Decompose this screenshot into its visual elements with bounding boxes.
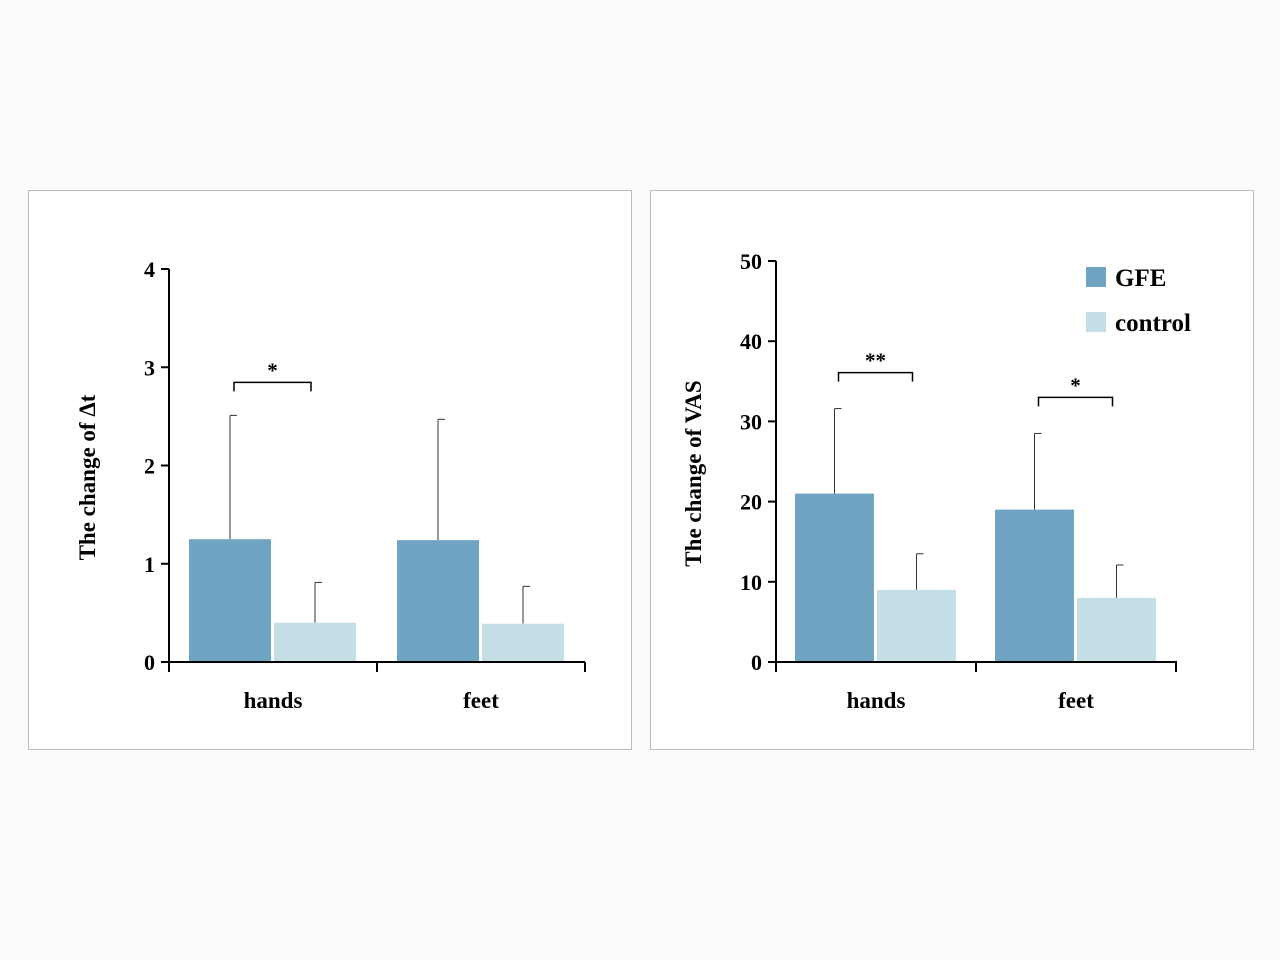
significance-label-feet: * [1070,373,1081,397]
x-category-label-hands: hands [244,688,303,713]
x-category-label-feet: feet [1058,688,1094,713]
legend-label-control: control [1115,310,1191,337]
y-tick-label-30: 30 [740,409,762,434]
legend-label-GFE: GFE [1115,265,1166,292]
bar-feet-s1 [1077,597,1156,662]
bar-feet-s0 [995,509,1074,662]
significance-bracket-hands [233,381,312,392]
legend-swatch-control [1086,312,1106,332]
y-tick-label-10: 10 [740,570,762,595]
y-tick-label-3: 3 [144,355,155,380]
significance-label-hands: * [267,358,278,382]
chart-delta-t: * 0 1 2 3 4 hands feet The change of Δt [75,257,586,713]
y-axis-label: The change of Δt [75,394,100,560]
y-tick-label-0: 0 [751,650,762,675]
x-category-label-feet: feet [463,688,499,713]
y-tick-label-0: 0 [144,650,155,675]
bar-hands-s0 [795,493,874,662]
x-category-label-hands: hands [847,688,906,713]
significance-bracket-hands [837,371,914,382]
y-tick-label-4: 4 [144,257,155,282]
bar-hands-s1 [274,622,356,662]
y-tick-label-2: 2 [144,454,155,479]
chart-panel-delta-t: * 0 1 2 3 4 hands feet The change of Δt [28,190,632,750]
y-tick-label-50: 50 [740,249,762,274]
y-axis-label: The change of VAS [681,380,706,566]
chart-panel-vas: ** * 0 10 20 30 40 50 hands feet The change of VAS… [650,190,1254,750]
bar-hands-s0 [189,539,271,662]
bar-feet-s1 [482,623,564,662]
legend-swatch-GFE [1086,267,1106,287]
y-tick-label-40: 40 [740,329,762,354]
significance-label-hands: ** [865,349,886,373]
y-tick-label-1: 1 [144,552,155,577]
y-tick-label-20: 20 [740,490,762,515]
bar-feet-s0 [397,540,479,662]
bar-hands-s1 [877,589,956,662]
significance-bracket-feet [1037,396,1114,407]
